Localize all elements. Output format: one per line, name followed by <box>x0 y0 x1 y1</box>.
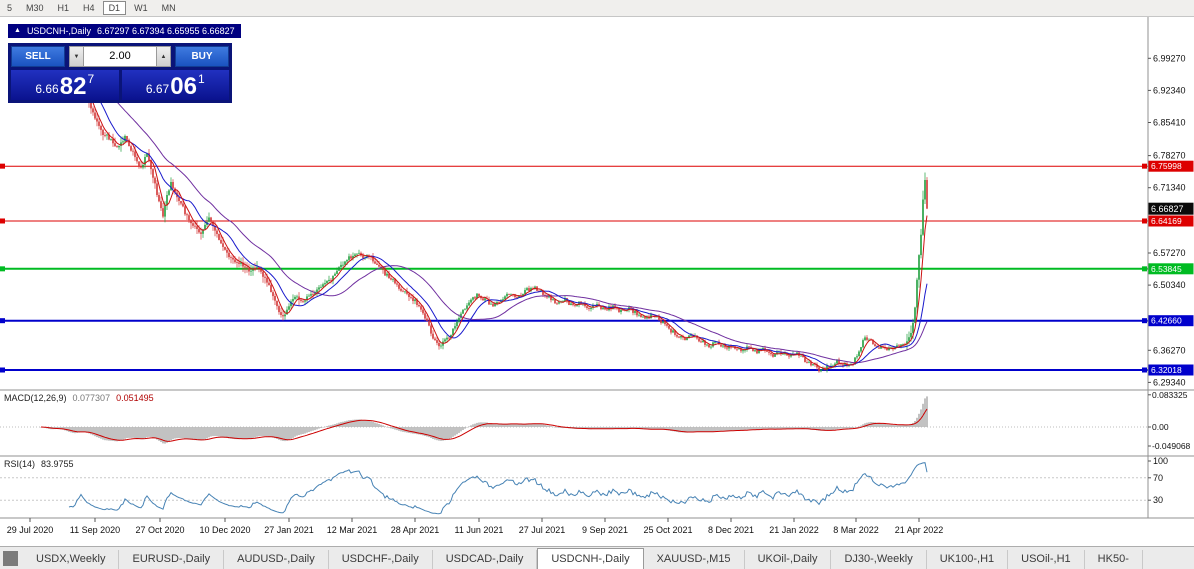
chart-tab-ukoil-daily[interactable]: UKOil-,Daily <box>745 550 832 569</box>
svg-text:-0.049068: -0.049068 <box>1152 441 1191 451</box>
svg-text:6.42660: 6.42660 <box>1151 316 1182 326</box>
chart-tab-usdcnh-daily[interactable]: USDCNH-,Daily <box>537 548 644 569</box>
sell-button[interactable]: SELL <box>11 46 65 67</box>
sell-price-sup: 7 <box>87 72 95 86</box>
caret-down-icon: ▼ <box>73 53 80 60</box>
chart-tab-audusd-daily[interactable]: AUDUSD-,Daily <box>224 550 329 569</box>
svg-text:28 Apr 2021: 28 Apr 2021 <box>391 525 440 535</box>
svg-text:8 Dec 2021: 8 Dec 2021 <box>708 525 754 535</box>
svg-text:27 Jul 2021: 27 Jul 2021 <box>519 525 566 535</box>
chart-tab-uk100-h1[interactable]: UK100-,H1 <box>927 550 1009 569</box>
svg-text:6.50340: 6.50340 <box>1153 280 1186 290</box>
caret-up-icon: ▲ <box>160 53 167 60</box>
chart-title-bar: ▲ USDCNH-,Daily 6.67297 6.67394 6.65955 … <box>8 24 241 38</box>
rsi-value: 83.9755 <box>41 459 74 469</box>
svg-text:21 Apr 2022: 21 Apr 2022 <box>895 525 944 535</box>
timeframe-button-m30[interactable]: M30 <box>20 1 50 15</box>
buy-price-sup: 1 <box>197 72 205 86</box>
svg-text:6.75998: 6.75998 <box>1151 161 1182 171</box>
price-axis: 6.99270 6.92340 6.85410 6.78270 6.71340 6.572… <box>1148 53 1194 505</box>
timeframe-button-h4[interactable]: H4 <box>77 1 101 15</box>
rsi-panel <box>0 462 1148 515</box>
rsi-indicator-header: RSI(14) 83.9755 <box>4 459 74 469</box>
volume-stepper: ▼ 2.00 ▲ <box>69 46 171 67</box>
svg-text:8 Mar 2022: 8 Mar 2022 <box>833 525 879 535</box>
svg-text:6.36270: 6.36270 <box>1153 345 1186 355</box>
svg-text:21 Jan 2022: 21 Jan 2022 <box>769 525 819 535</box>
macd-indicator-header: MACD(12,26,9) 0.077307 0.051495 <box>4 393 154 403</box>
chart-tab-list: USDX,Weekly EURUSD-,Daily AUDUSD-,Daily USD… <box>23 548 1143 569</box>
collapse-arrow-icon[interactable]: ▲ <box>14 27 21 34</box>
level-lines <box>0 163 1148 373</box>
one-click-trading-panel: SELL ▼ 2.00 ▲ BUY 6.66 82 7 6.67 06 1 <box>8 43 232 103</box>
chart-tab-usdx-weekly[interactable]: USDX,Weekly <box>23 550 120 569</box>
chart-ohlc-readout: 6.67297 6.67394 6.65955 6.66827 <box>96 26 235 36</box>
volume-increase-button[interactable]: ▲ <box>156 46 171 67</box>
chart-window[interactable]: 6.99270 6.92340 6.85410 6.78270 6.71340 6.572… <box>0 17 1194 546</box>
svg-text:6.64169: 6.64169 <box>1151 216 1182 226</box>
svg-text:6.53845: 6.53845 <box>1151 264 1182 274</box>
buy-price-display[interactable]: 6.67 06 1 <box>121 70 229 101</box>
chart-tab-dj30-weekly[interactable]: DJ30-,Weekly <box>831 550 927 569</box>
timeframe-button-d1[interactable]: D1 <box>102 1 127 15</box>
svg-text:30: 30 <box>1153 495 1163 505</box>
chart-tab-usoil-h1[interactable]: USOil-,H1 <box>1008 550 1085 569</box>
svg-text:6.85410: 6.85410 <box>1153 118 1186 128</box>
timeframe-button-h1[interactable]: H1 <box>52 1 76 15</box>
svg-text:6.92340: 6.92340 <box>1153 85 1186 95</box>
chart-tab-hk50-[interactable]: HK50- <box>1085 550 1143 569</box>
volume-decrease-button[interactable]: ▼ <box>69 46 84 67</box>
chart-canvas[interactable]: 6.99270 6.92340 6.85410 6.78270 6.71340 6.572… <box>0 17 1194 546</box>
svg-text:10 Dec 2020: 10 Dec 2020 <box>199 525 250 535</box>
time-axis: 29 Jul 2020 11 Sep 2020 27 Oct 2020 10 Dec … <box>7 518 944 535</box>
svg-text:27 Jan 2021: 27 Jan 2021 <box>264 525 314 535</box>
svg-text:6.99270: 6.99270 <box>1153 53 1186 63</box>
chart-tab-xauusd-m15[interactable]: XAUUSD-,M15 <box>644 550 745 569</box>
chart-tab-usdcad-daily[interactable]: USDCAD-,Daily <box>433 550 538 569</box>
svg-text:0.00: 0.00 <box>1152 422 1169 432</box>
chart-symbol-label: USDCNH-,Daily <box>26 26 91 36</box>
macd-signal-value: 0.051495 <box>116 393 154 403</box>
trade-controls-row: SELL ▼ 2.00 ▲ BUY <box>11 46 229 67</box>
svg-text:11 Sep 2020: 11 Sep 2020 <box>70 525 120 535</box>
moving-average-lines <box>48 66 928 370</box>
volume-input[interactable]: 2.00 <box>84 46 156 67</box>
svg-text:25 Oct 2021: 25 Oct 2021 <box>643 525 692 535</box>
svg-text:6.32018: 6.32018 <box>1151 365 1182 375</box>
sell-price-display[interactable]: 6.66 82 7 <box>11 70 119 100</box>
svg-text:0.083325: 0.083325 <box>1152 390 1188 400</box>
sell-price-head: 6.66 <box>35 82 59 96</box>
svg-text:6.66827: 6.66827 <box>1151 204 1184 214</box>
svg-text:70: 70 <box>1153 473 1163 483</box>
chart-tab-bar: USDX,Weekly EURUSD-,Daily AUDUSD-,Daily USD… <box>0 546 1194 569</box>
svg-text:6.29340: 6.29340 <box>1153 377 1186 387</box>
buy-price-head: 6.67 <box>145 82 170 96</box>
sell-price-big: 82 <box>59 73 87 101</box>
svg-text:6.57270: 6.57270 <box>1153 248 1186 258</box>
svg-text:12 Mar 2021: 12 Mar 2021 <box>327 525 378 535</box>
buy-price-big: 06 <box>170 73 197 101</box>
buy-button[interactable]: BUY <box>175 46 229 67</box>
timeframe-button-mn[interactable]: MN <box>156 1 182 15</box>
macd-name: MACD(12,26,9) <box>4 393 67 403</box>
svg-text:11 Jun 2021: 11 Jun 2021 <box>455 525 504 535</box>
svg-text:27 Oct 2020: 27 Oct 2020 <box>135 525 184 535</box>
svg-text:9 Sep 2021: 9 Sep 2021 <box>582 525 628 535</box>
trade-prices-row: 6.66 82 7 6.67 06 1 <box>11 70 229 100</box>
rsi-name: RSI(14) <box>4 459 36 469</box>
macd-main-value: 0.077307 <box>72 393 111 403</box>
svg-text:29 Jul 2020: 29 Jul 2020 <box>7 525 54 535</box>
chart-tab-eurusd-daily[interactable]: EURUSD-,Daily <box>119 550 225 569</box>
chart-tab-usdchf-daily[interactable]: USDCHF-,Daily <box>329 550 433 569</box>
timeframe-toolbar: 5 M30 H1 H4 D1 W1 MN <box>0 0 1194 17</box>
macd-panel <box>0 396 1148 444</box>
svg-text:6.71340: 6.71340 <box>1153 183 1186 193</box>
timeframe-button-5[interactable]: 5 <box>1 1 18 15</box>
svg-text:100: 100 <box>1153 456 1168 466</box>
svg-text:6.78270: 6.78270 <box>1153 151 1186 161</box>
timeframe-button-w1[interactable]: W1 <box>128 1 154 15</box>
tab-corner-button[interactable] <box>3 551 18 566</box>
